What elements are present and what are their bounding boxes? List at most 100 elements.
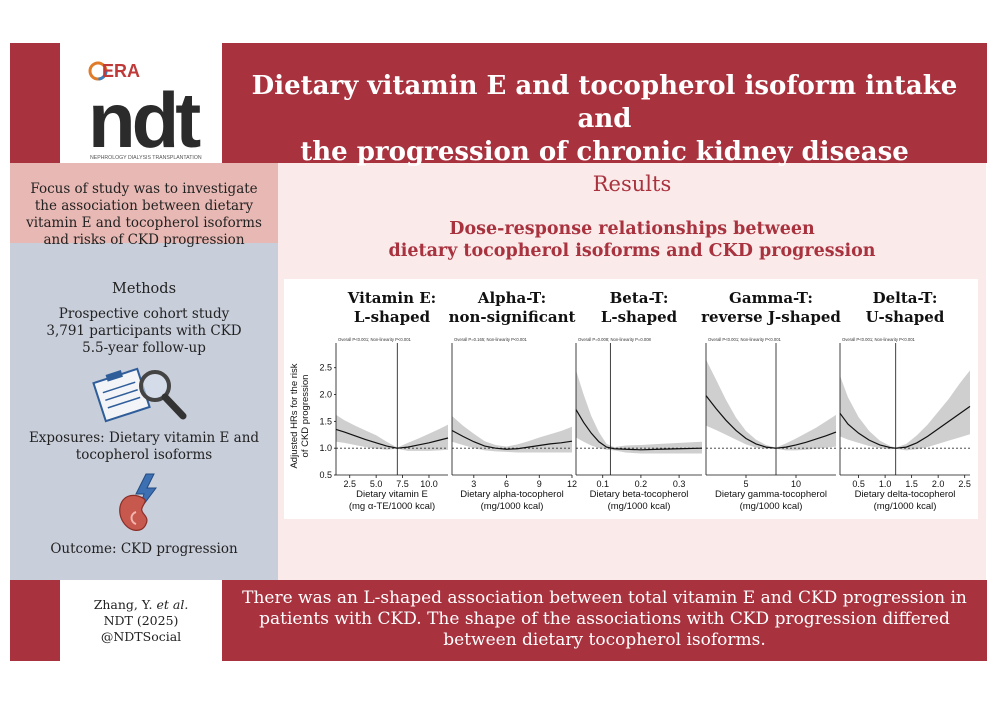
- panel-4: Delta-T:U-shaped Overall P<0.001; Non-lin…: [839, 289, 971, 512]
- page-title: Dietary vitamin E and tocopherol isoform…: [232, 70, 977, 169]
- x-tick-label: 0.5: [852, 479, 865, 489]
- y-tick-label: 2.5: [319, 363, 332, 373]
- ndt-logo-text: ndt: [88, 76, 201, 163]
- citation-author: Zhang, Y.: [93, 597, 153, 612]
- outcome-text: Outcome: CKD progression: [50, 541, 238, 557]
- panel-title: Gamma-T:: [729, 289, 813, 307]
- panel-annotation: Overall P=0.165; Non-linearity P<0.001: [454, 337, 528, 342]
- exposures-text: Exposures: Dietary vitamin E and tocophe…: [28, 430, 260, 463]
- y-axis-label: Adjusted HRs for the risk: [289, 363, 300, 468]
- methods-heading: Methods: [111, 281, 177, 297]
- x-axis-unit: (mg/1000 kcal): [481, 501, 544, 512]
- x-tick-label: 0.1: [596, 479, 609, 489]
- confidence-band: [452, 416, 572, 453]
- x-tick-label: 5: [743, 479, 748, 489]
- y-axis-label-line2: of CKD progression: [300, 375, 311, 458]
- citation: Zhang, Y. et al. NDT (2025) @NDTSocial: [60, 597, 222, 645]
- panel-2: Beta-T:L-shaped Overall P=0.008; Non-line…: [575, 289, 703, 512]
- x-tick-label: 1.0: [879, 479, 892, 489]
- methods-line2: 3,791 participants with CKD: [46, 323, 242, 339]
- x-tick-label: 10.0: [420, 479, 438, 489]
- panel-title: Delta-T:: [873, 289, 938, 307]
- page-title-line1: Dietary vitamin E and tocopherol isoform…: [251, 71, 958, 134]
- x-tick-label: 10: [791, 479, 801, 489]
- page-title-line2: the progression of chronic kidney diseas…: [300, 137, 909, 167]
- x-axis-label: Dietary beta-tocopherol: [590, 489, 689, 500]
- panel-annotation: Overall P=0.008; Non-linearity P=0.008: [578, 337, 652, 342]
- kidney-lightning-icon: [119, 473, 157, 531]
- x-axis-unit: (mg/1000 kcal): [874, 501, 937, 512]
- y-tick-label: 2.0: [319, 390, 332, 400]
- header-strip-left: [10, 43, 60, 163]
- panel-title: Alpha-T:: [477, 289, 546, 307]
- logo-tagline: NEPHROLOGY DIALYSIS TRANSPLANTATION: [90, 155, 202, 161]
- hazard-ratio-line: [451, 429, 573, 450]
- confidence-band: [576, 370, 702, 454]
- panel-title: Beta-T:: [610, 289, 669, 307]
- x-tick-label: 7.5: [396, 479, 409, 489]
- results-heading: Results: [592, 172, 672, 196]
- focus-text: Focus of study was to investigate the as…: [26, 181, 262, 248]
- x-tick-label: 2.5: [343, 479, 356, 489]
- hazard-ratio-line: [335, 428, 449, 449]
- dose-response-chart: Adjusted HRs for the risk of CKD progress…: [289, 289, 971, 512]
- panel-annotation: Overall P<0.001; Non-linearity P<0.001: [338, 337, 412, 342]
- y-tick-label: 1.0: [319, 443, 332, 453]
- x-axis-unit: (mg/1000 kcal): [608, 501, 671, 512]
- panel-subtitle: reverse J-shaped: [701, 308, 841, 326]
- y-tick-label: 1.5: [319, 416, 332, 426]
- conclusion-bar: [222, 580, 987, 661]
- hazard-ratio-line: [575, 409, 703, 451]
- citation-box: [60, 580, 222, 661]
- x-tick-label: 9: [537, 479, 542, 489]
- hazard-ratio-line: [705, 395, 837, 449]
- x-tick-label: 12: [567, 479, 577, 489]
- x-axis-label: Dietary vitamin E: [356, 489, 428, 500]
- ndt-logo-graphic: ERA ndt NEPHROLOGY DIALYSIS TRANSPLANTAT…: [88, 61, 205, 164]
- panel-subtitle: non-significant: [449, 308, 576, 326]
- citation-handle: @NDTSocial: [100, 629, 182, 644]
- conclusion-text: There was an L-shaped association betwee…: [242, 588, 967, 650]
- figure-subtitle-line2: dietary tocopherol isoforms and CKD prog…: [388, 241, 876, 261]
- clipboard-magnifier-icon: [92, 367, 187, 423]
- x-axis-label: Dietary alpha-tocopherol: [460, 489, 564, 500]
- hazard-ratio-line: [839, 405, 971, 449]
- era-logo-text: ERA: [102, 61, 140, 81]
- methods-line1: Prospective cohort study: [58, 306, 230, 322]
- title-bar: [222, 43, 987, 163]
- journal-logo: ERA ndt NEPHROLOGY DIALYSIS TRANSPLANTAT…: [60, 43, 222, 164]
- footer-strip-left: [10, 580, 60, 661]
- x-tick-label: 0.3: [673, 479, 686, 489]
- panel-3: Gamma-T:reverse J-shaped Overall P<0.001;…: [701, 289, 841, 512]
- chart-panel: Adjusted HRs for the risk of CKD progress…: [284, 279, 978, 519]
- citation-etal: et al.: [156, 597, 189, 612]
- panel-subtitle: U-shaped: [866, 308, 945, 326]
- x-tick-label: 2.5: [958, 479, 971, 489]
- panel-title: Vitamin E:: [347, 289, 436, 307]
- x-tick-label: 3: [471, 479, 476, 489]
- x-tick-label: 0.2: [635, 479, 648, 489]
- panel-subtitle: L-shaped: [601, 308, 678, 326]
- era-ring-accent-icon: [88, 61, 108, 81]
- figure-subtitle: Dose-response relationships between diet…: [278, 218, 986, 262]
- y-tick-label: 0.5: [319, 470, 332, 480]
- panel-1: Alpha-T:non-significant Overall P=0.165; …: [449, 289, 577, 512]
- citation-journal: NDT (2025): [103, 613, 179, 628]
- confidence-band: [336, 414, 448, 451]
- x-axis-unit: (mg/1000 kcal): [740, 501, 803, 512]
- x-axis-unit: (mg α-TE/1000 kcal): [349, 501, 435, 512]
- methods-line3: 5.5-year follow-up: [82, 340, 206, 356]
- figure-subtitle-line1: Dose-response relationships between: [449, 219, 815, 239]
- confidence-band: [840, 370, 970, 451]
- x-axis-label: Dietary delta-tocopherol: [855, 489, 956, 500]
- x-axis-label: Dietary gamma-tocopherol: [715, 489, 827, 500]
- panel-subtitle: L-shaped: [354, 308, 431, 326]
- x-tick-label: 1.5: [905, 479, 918, 489]
- confidence-band: [706, 359, 836, 451]
- citation-author-line: Zhang, Y. et al.: [60, 597, 222, 613]
- focus-box: [10, 163, 278, 243]
- x-tick-label: 5.0: [370, 479, 383, 489]
- panel-0: Vitamin E:L-shaped Overall P<0.001; Non-l…: [335, 289, 449, 512]
- panel-annotation: Overall P<0.001; Non-linearity P<0.001: [842, 337, 916, 342]
- x-tick-label: 2.0: [932, 479, 945, 489]
